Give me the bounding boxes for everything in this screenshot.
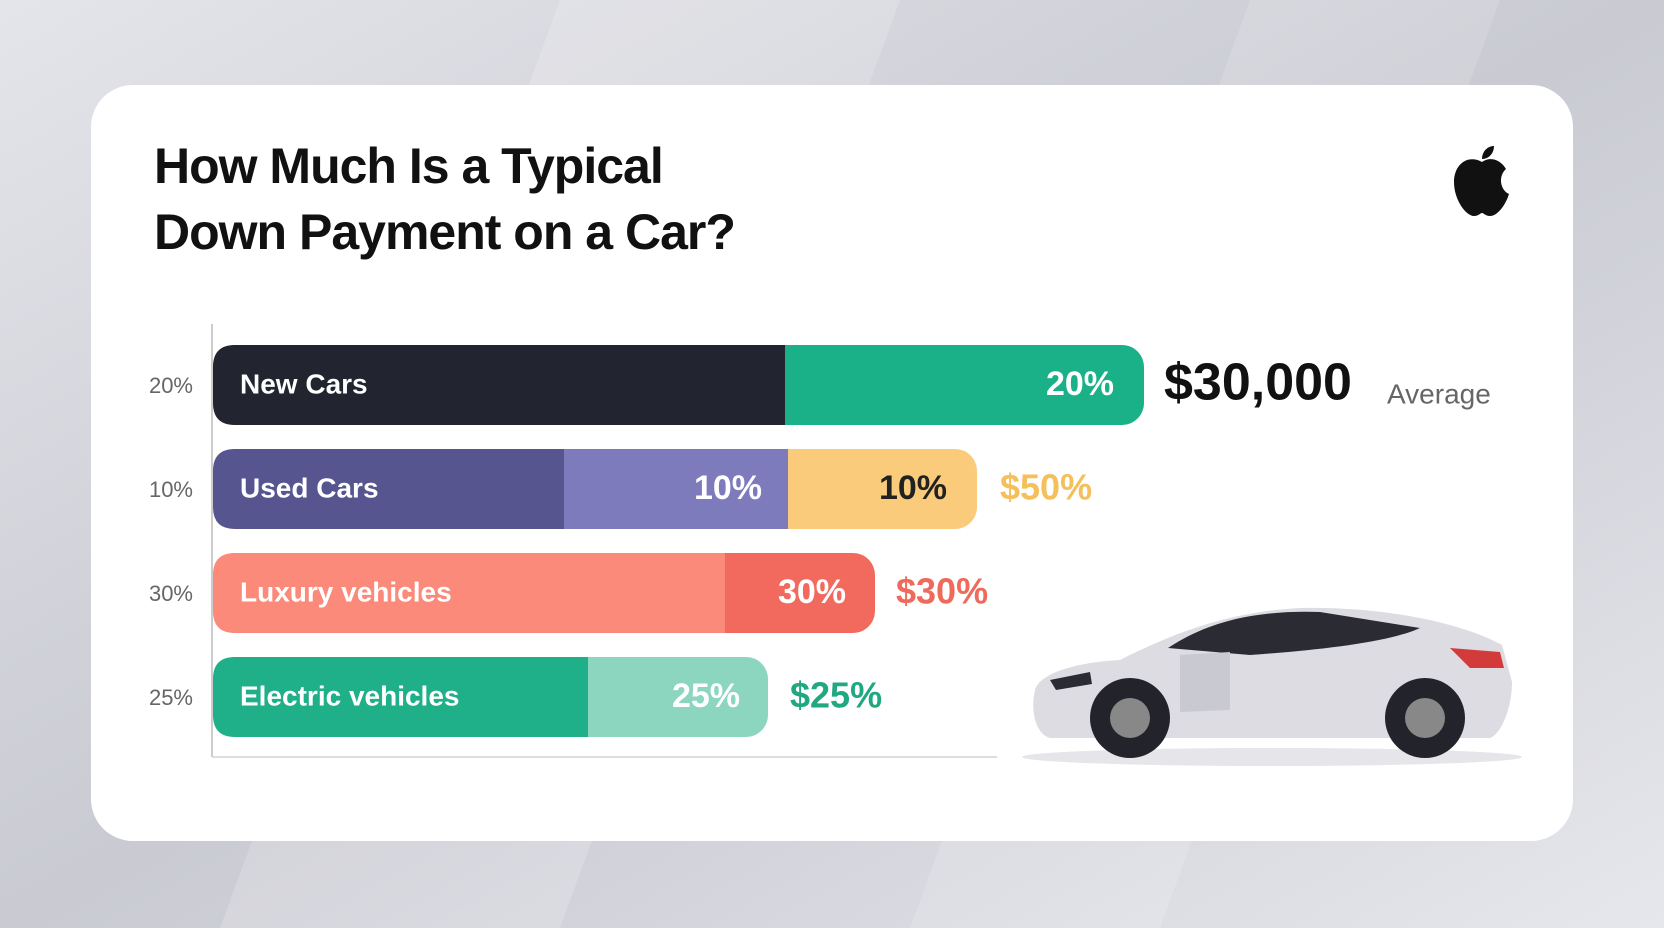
- bar-segment: [213, 657, 588, 737]
- bar-segment: [213, 553, 725, 633]
- segment-label: 20%: [1046, 365, 1114, 403]
- note: Average: [1387, 378, 1491, 409]
- bar-label: New Cars: [240, 368, 368, 399]
- title-line: How Much Is a Typical: [154, 138, 663, 194]
- value-label: $50%: [1000, 467, 1092, 508]
- value-label: $30,000: [1164, 354, 1352, 412]
- segment-label: 25%: [672, 677, 740, 715]
- title-line: Down Payment on a Car?: [154, 204, 735, 260]
- bar-segment: [564, 449, 788, 529]
- bar-label: Used Cars: [240, 472, 379, 503]
- value-label: $30%: [896, 571, 988, 612]
- value-label: $25%: [790, 675, 882, 716]
- segment-label: 30%: [778, 573, 846, 611]
- axis-label: 20%: [149, 373, 193, 398]
- bar-label: Luxury vehicles: [240, 576, 452, 607]
- bar-label: Electric vehicles: [240, 680, 459, 711]
- car-illustration: [1022, 607, 1522, 766]
- axis-label: 10%: [149, 477, 193, 502]
- logo: [1454, 146, 1509, 216]
- axis-label: 25%: [149, 685, 193, 710]
- bar-segment: [213, 449, 564, 529]
- segment-label: 10%: [879, 469, 947, 507]
- segment-label: 10%: [694, 469, 762, 507]
- axis-label: 30%: [149, 581, 193, 606]
- bar-segment: [213, 345, 785, 425]
